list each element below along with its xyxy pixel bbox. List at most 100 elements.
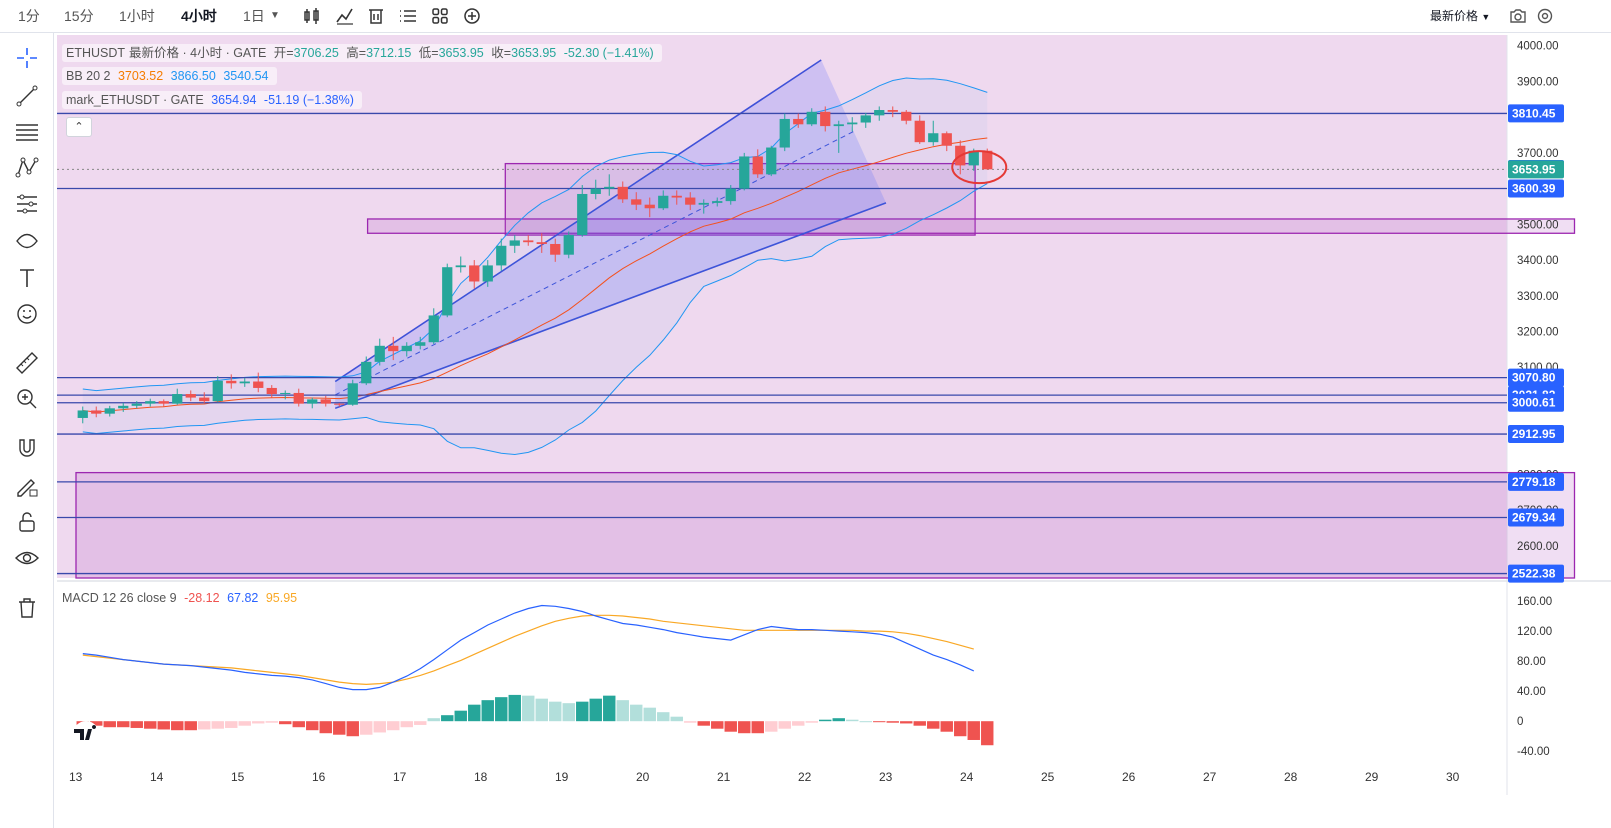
candle[interactable]: [401, 345, 412, 352]
symbol-legend[interactable]: ETHUSDT 最新价格 · 4小时 · GATE 开=3706.25 高=371…: [62, 44, 662, 62]
candle[interactable]: [698, 202, 709, 205]
candle[interactable]: [307, 399, 318, 404]
candle[interactable]: [131, 403, 142, 406]
candle[interactable]: [455, 265, 466, 268]
interval-4h[interactable]: 4小时: [181, 8, 217, 24]
lock-drawing-icon[interactable]: [14, 473, 40, 499]
candle[interactable]: [766, 147, 777, 175]
candle[interactable]: [482, 265, 493, 282]
candle[interactable]: [658, 195, 669, 209]
candle[interactable]: [712, 201, 723, 203]
emoji-icon[interactable]: [14, 301, 40, 327]
support-zone-2[interactable]: [366, 218, 1576, 234]
layout-icon[interactable]: [430, 6, 450, 26]
fib-lines-icon[interactable]: [14, 119, 40, 145]
price-chart[interactable]: 4000.003900.003800.003700.003600.003500.…: [57, 35, 1611, 795]
candle[interactable]: [550, 243, 561, 255]
bb-legend[interactable]: BB 20 2 3703.52 3866.50 3540.54: [62, 67, 277, 85]
add-icon[interactable]: [462, 6, 482, 26]
candle[interactable]: [442, 267, 453, 316]
collapse-legend-button[interactable]: ⌃: [66, 117, 92, 137]
candle[interactable]: [509, 240, 520, 246]
mark-legend[interactable]: mark_ETHUSDT · GATE 3654.94 -51.19 (−1.3…: [62, 91, 362, 109]
template-icon[interactable]: [366, 6, 386, 26]
candle[interactable]: [590, 188, 601, 194]
candle[interactable]: [104, 408, 115, 414]
candle[interactable]: [752, 156, 763, 175]
channel-lower-line[interactable]: [334, 202, 887, 410]
candle[interactable]: [833, 124, 844, 127]
candle[interactable]: [496, 245, 507, 266]
candle[interactable]: [253, 381, 264, 388]
interval-15m[interactable]: 15分: [64, 8, 94, 24]
candle-style-icon[interactable]: [302, 6, 322, 26]
support-zone-3[interactable]: [75, 471, 1576, 579]
candle[interactable]: [185, 394, 196, 398]
candle[interactable]: [226, 380, 237, 384]
candle[interactable]: [820, 111, 831, 127]
zoom-icon[interactable]: [14, 386, 40, 412]
candle[interactable]: [212, 380, 223, 402]
interval-1d[interactable]: 1日: [243, 8, 265, 24]
candle[interactable]: [779, 118, 790, 148]
interval-1m[interactable]: 1分: [18, 8, 40, 24]
candle[interactable]: [874, 110, 885, 116]
candle[interactable]: [725, 188, 736, 202]
pattern-icon[interactable]: [14, 155, 40, 181]
interval-1h[interactable]: 1小时: [119, 8, 155, 24]
candle[interactable]: [536, 242, 547, 244]
candle[interactable]: [860, 115, 871, 123]
candle[interactable]: [806, 111, 817, 125]
candle[interactable]: [428, 315, 439, 343]
crosshair-icon[interactable]: [14, 45, 40, 71]
candle[interactable]: [577, 193, 588, 236]
candle[interactable]: [617, 186, 628, 200]
list-icon[interactable]: [398, 6, 418, 26]
candle[interactable]: [388, 345, 399, 352]
candle[interactable]: [982, 150, 993, 170]
candle[interactable]: [158, 401, 169, 404]
candle[interactable]: [280, 392, 291, 395]
candle[interactable]: [77, 410, 88, 418]
magnet-icon[interactable]: [14, 436, 40, 462]
candle[interactable]: [563, 235, 574, 255]
candle[interactable]: [941, 133, 952, 146]
candle[interactable]: [739, 156, 750, 189]
candle[interactable]: [347, 383, 358, 405]
camera-icon[interactable]: [1508, 6, 1528, 26]
prediction-icon[interactable]: [14, 191, 40, 217]
indicators-icon[interactable]: [335, 6, 355, 26]
lock-icon[interactable]: [14, 509, 40, 535]
candle[interactable]: [415, 342, 426, 346]
candle[interactable]: [320, 399, 331, 404]
candle[interactable]: [145, 401, 156, 404]
candle[interactable]: [239, 381, 250, 384]
price-type-select[interactable]: 最新价格 ▼: [1430, 6, 1490, 26]
candle[interactable]: [91, 410, 102, 414]
candle[interactable]: [604, 186, 615, 189]
candle[interactable]: [793, 118, 804, 125]
candle[interactable]: [968, 150, 979, 166]
candle[interactable]: [334, 403, 345, 405]
interval-dropdown-icon[interactable]: ▼: [270, 10, 280, 21]
candle[interactable]: [199, 397, 210, 402]
candle[interactable]: [523, 240, 534, 243]
shape-icon[interactable]: [14, 228, 40, 254]
candle[interactable]: [887, 110, 898, 112]
text-icon[interactable]: [14, 265, 40, 291]
highlight-ellipse[interactable]: [951, 150, 1008, 185]
candle[interactable]: [901, 111, 912, 121]
candle[interactable]: [469, 265, 480, 282]
candle[interactable]: [361, 361, 372, 384]
settings-icon[interactable]: [1535, 6, 1555, 26]
trash-icon[interactable]: [14, 595, 40, 621]
eye-icon[interactable]: [14, 545, 40, 571]
candle[interactable]: [671, 195, 682, 198]
candle[interactable]: [374, 345, 385, 362]
candle[interactable]: [847, 122, 858, 125]
candle[interactable]: [685, 197, 696, 205]
macd-legend[interactable]: MACD 12 26 close 9 -28.12 67.82 95.95: [62, 589, 301, 607]
candle[interactable]: [293, 392, 304, 404]
candle[interactable]: [118, 405, 129, 409]
candle[interactable]: [914, 120, 925, 143]
